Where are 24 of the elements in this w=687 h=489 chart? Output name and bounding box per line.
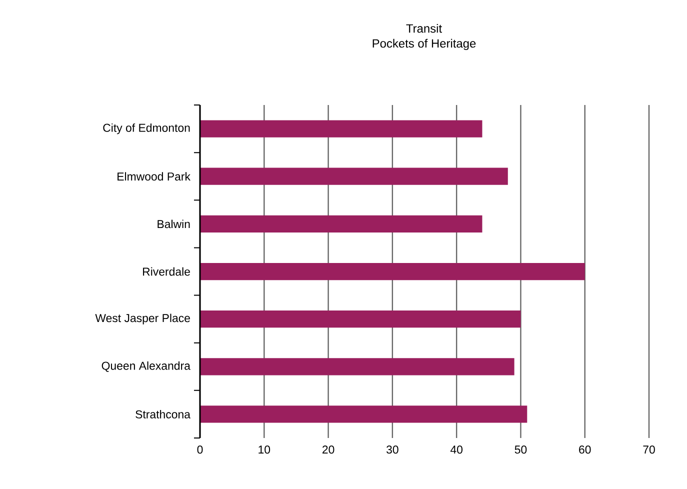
chart-subtitle: Pockets of Heritage (372, 38, 476, 50)
y-tick-label: Strathcona (136, 410, 190, 418)
x-tick-label: 10 (258, 446, 270, 454)
x-tick-label: 50 (514, 446, 527, 454)
x-tick-label: 30 (386, 446, 398, 454)
bar (200, 168, 508, 185)
x-tick-label: 70 (643, 446, 655, 454)
bar (200, 262, 585, 280)
y-tick-label: City of Edmonton (103, 123, 190, 134)
y-tick-label: Queen Alexandra (102, 361, 190, 372)
chart-title: Transit (406, 24, 442, 33)
x-tick-label: 0 (197, 446, 203, 454)
y-tick-label: Balwin (158, 220, 190, 228)
bar (200, 358, 514, 376)
y-tick-label: Riverdale (143, 267, 190, 276)
y-tick-label: West Jasper Place (95, 314, 190, 324)
y-tick-label: Elmwood Park (118, 172, 190, 181)
bar (200, 310, 521, 328)
x-tick-label: 40 (450, 446, 462, 454)
bar (200, 120, 482, 138)
bar (200, 215, 482, 232)
x-tick-label: 20 (322, 446, 334, 454)
bar (200, 406, 528, 423)
x-tick-label: 60 (579, 446, 591, 454)
